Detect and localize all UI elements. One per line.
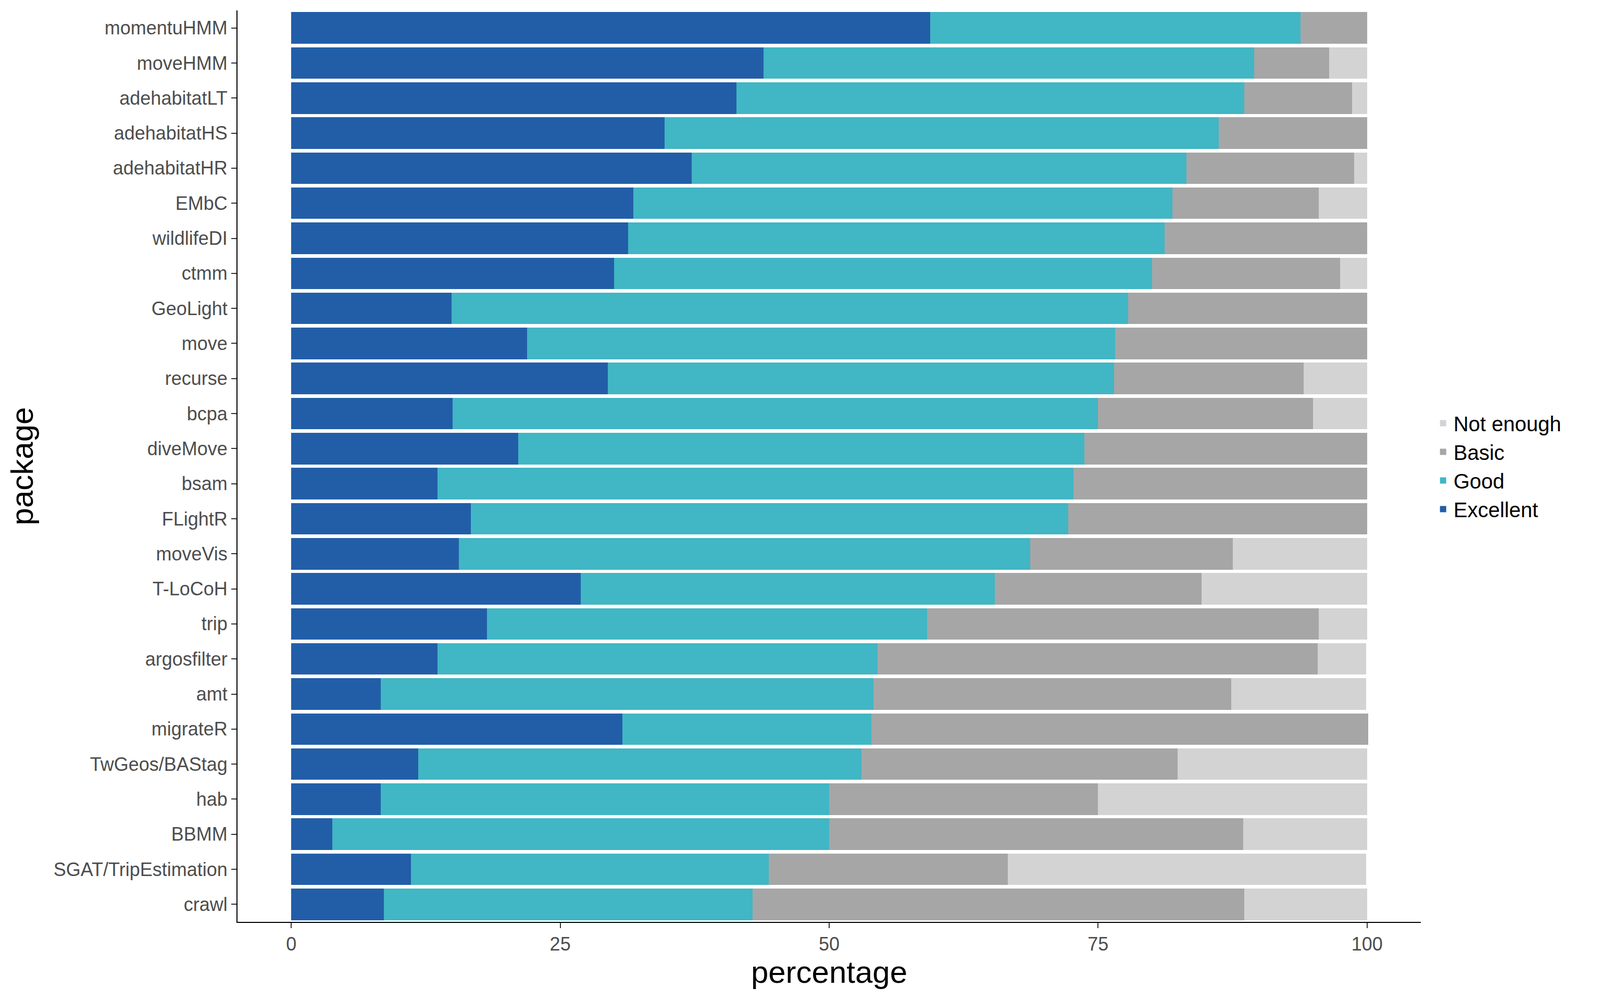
svg-text:moveHMM: moveHMM bbox=[136, 52, 228, 74]
svg-text:Not enough: Not enough bbox=[1453, 412, 1562, 436]
svg-text:FLightR: FLightR bbox=[161, 508, 228, 530]
svg-text:75: 75 bbox=[1087, 933, 1109, 955]
svg-text:percentage: percentage bbox=[751, 954, 908, 990]
svg-text:T-LoCoH: T-LoCoH bbox=[152, 578, 228, 600]
svg-text:EMbC: EMbC bbox=[175, 192, 228, 215]
svg-text:bcpa: bcpa bbox=[186, 403, 229, 425]
svg-text:momentuHMM: momentuHMM bbox=[104, 17, 228, 39]
svg-text:100: 100 bbox=[1351, 933, 1383, 955]
svg-text:adehabitatLT: adehabitatLT bbox=[119, 87, 228, 109]
svg-text:25: 25 bbox=[550, 933, 571, 955]
svg-text:hab: hab bbox=[196, 788, 228, 810]
svg-text:50: 50 bbox=[818, 933, 840, 955]
svg-text:Basic: Basic bbox=[1453, 441, 1505, 465]
svg-text:SGAT/TripEstimation: SGAT/TripEstimation bbox=[53, 858, 228, 881]
svg-text:Good: Good bbox=[1453, 469, 1505, 493]
svg-text:amt: amt bbox=[196, 683, 228, 705]
svg-text:BBMM: BBMM bbox=[171, 823, 228, 845]
svg-text:TwGeos/BAStag: TwGeos/BAStag bbox=[90, 753, 228, 775]
svg-text:Excellent: Excellent bbox=[1453, 498, 1539, 522]
svg-text:ctmm: ctmm bbox=[181, 262, 228, 284]
svg-text:adehabitatHR: adehabitatHR bbox=[113, 157, 228, 179]
svg-text:recurse: recurse bbox=[165, 367, 228, 390]
svg-text:0: 0 bbox=[285, 933, 297, 955]
svg-text:adehabitatHS: adehabitatHS bbox=[114, 122, 228, 144]
svg-text:migrateR: migrateR bbox=[151, 718, 228, 740]
svg-text:trip: trip bbox=[201, 613, 228, 635]
svg-text:package: package bbox=[4, 407, 40, 526]
svg-text:crawl: crawl bbox=[183, 893, 228, 916]
svg-text:GeoLight: GeoLight bbox=[151, 297, 228, 320]
svg-text:argosfilter: argosfilter bbox=[145, 648, 228, 670]
svg-text:move: move bbox=[181, 332, 228, 355]
svg-text:bsam: bsam bbox=[181, 472, 228, 495]
svg-text:moveVis: moveVis bbox=[155, 543, 228, 565]
svg-text:diveMove: diveMove bbox=[147, 438, 228, 460]
svg-text:wildlifeDI: wildlifeDI bbox=[152, 227, 228, 249]
